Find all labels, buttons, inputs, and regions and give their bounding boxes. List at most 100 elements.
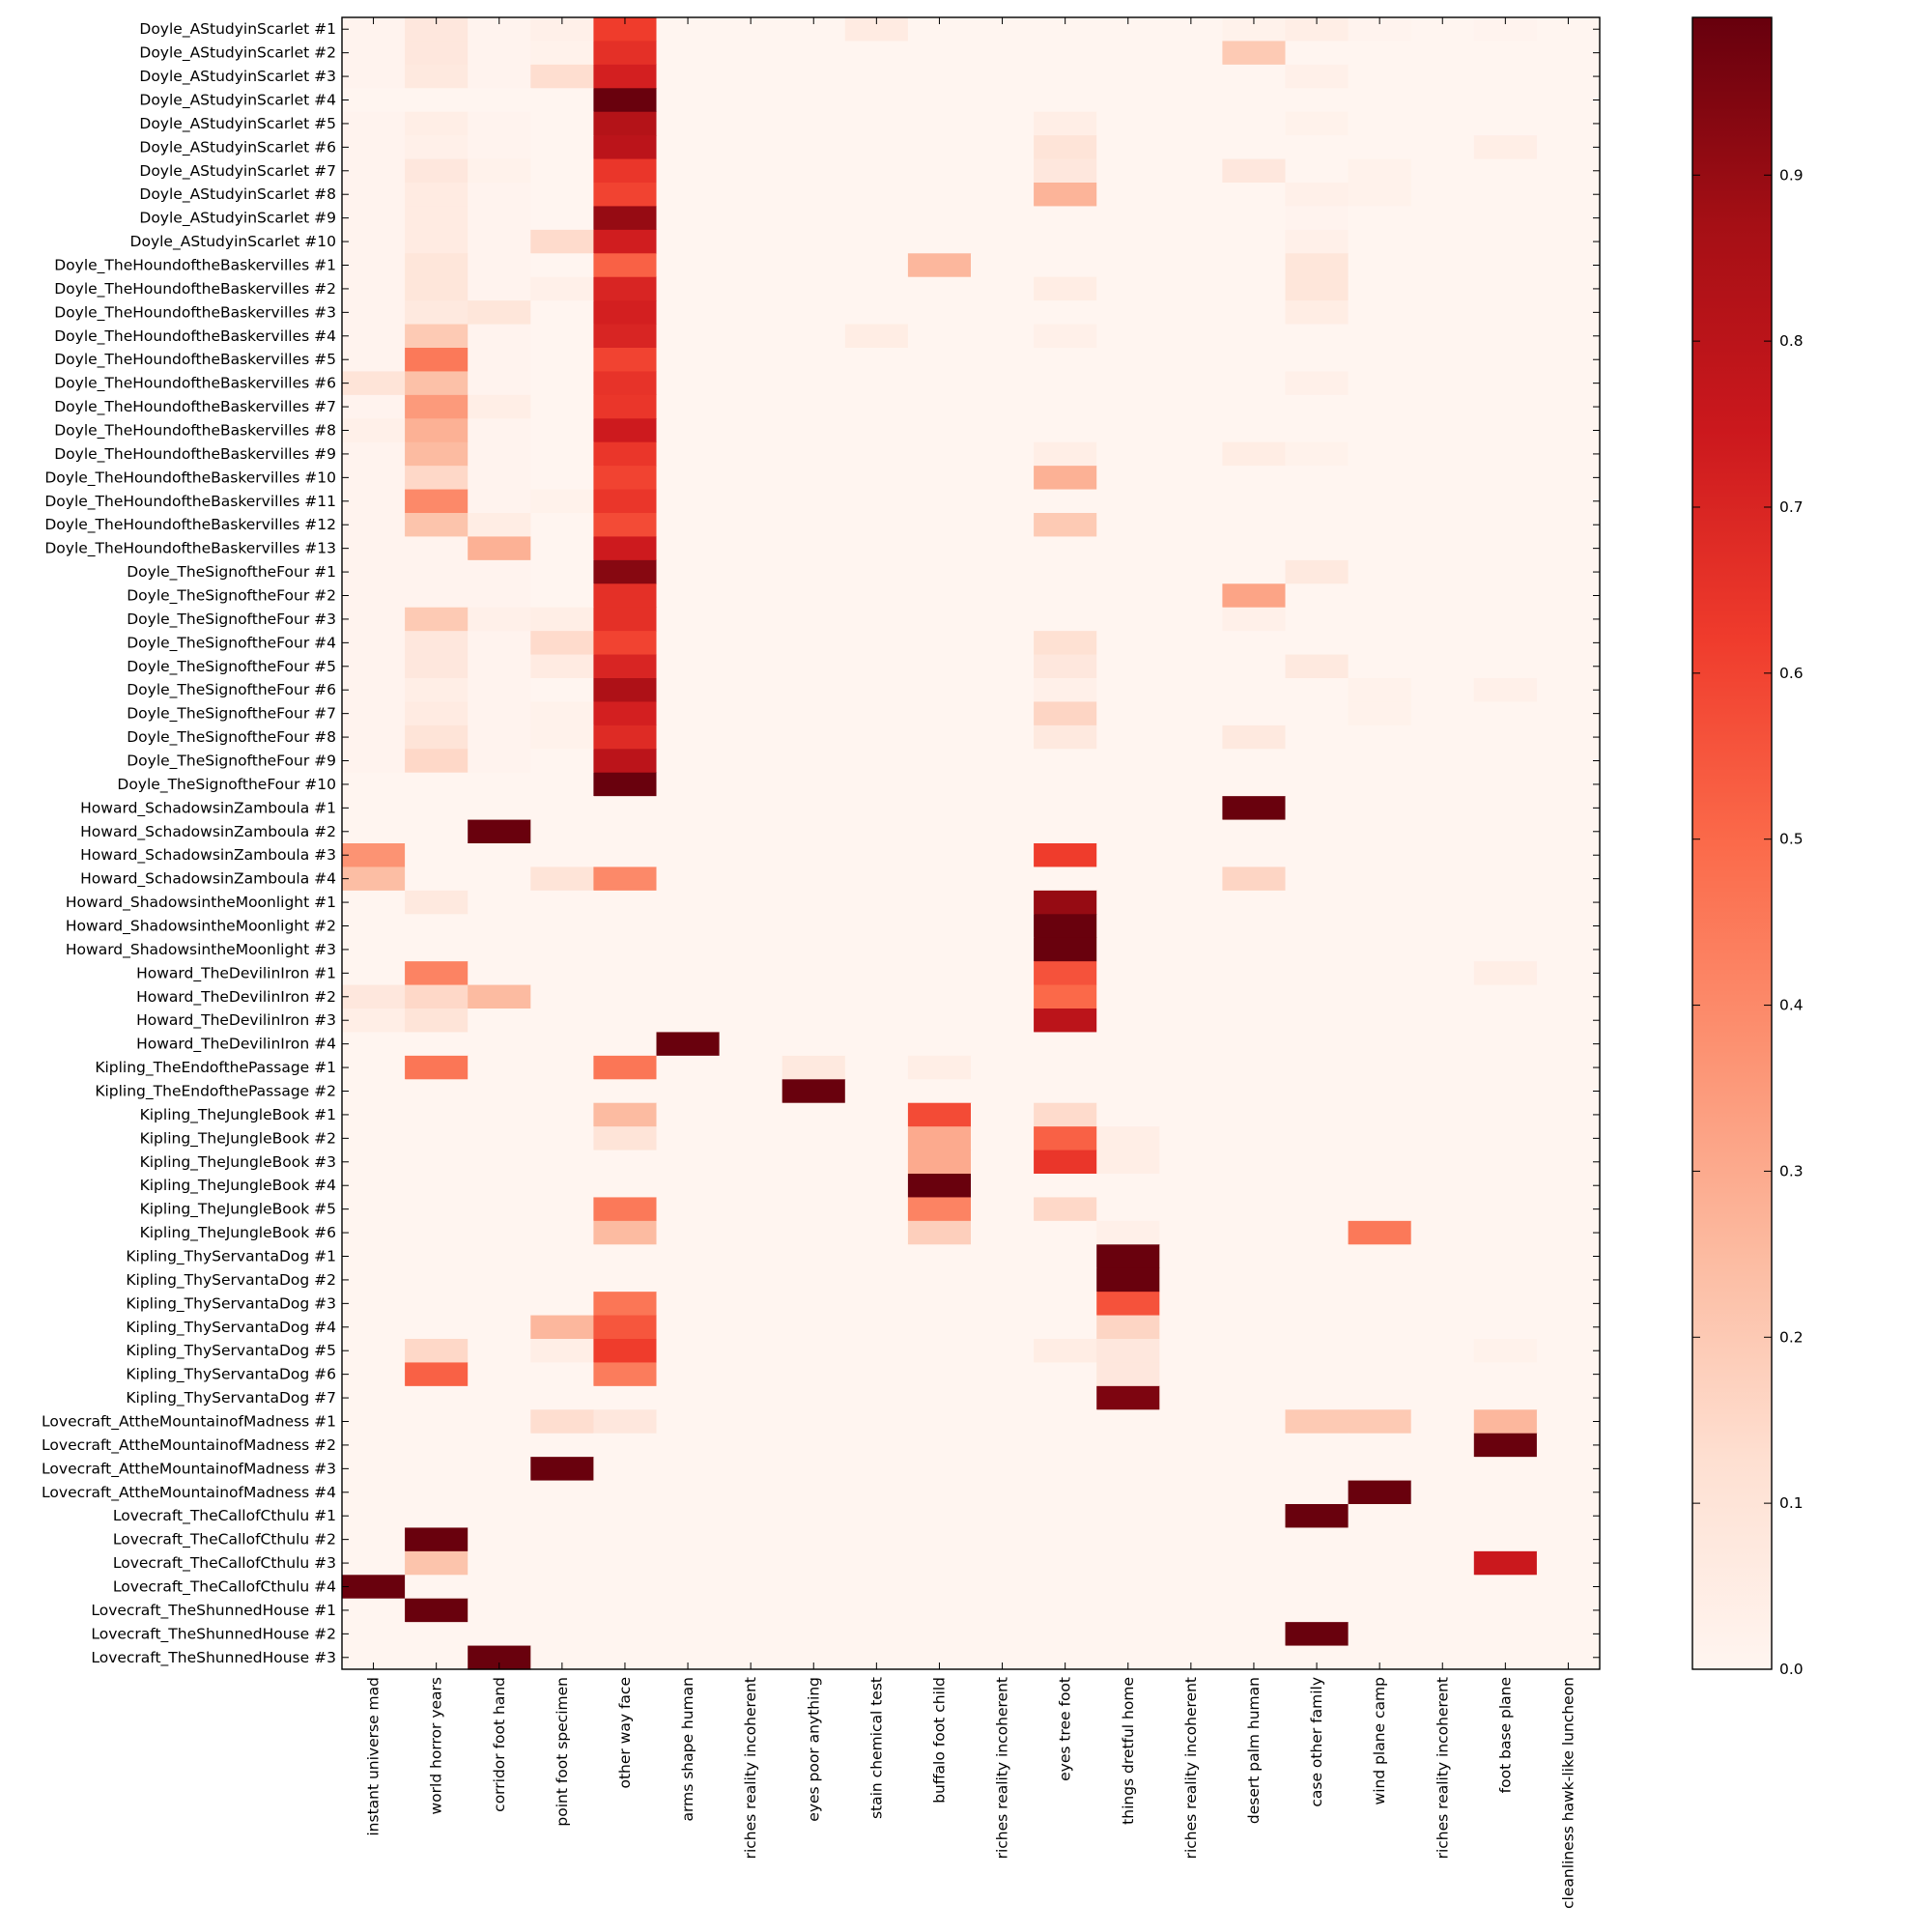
heatmap-cell [971,1244,1035,1269]
heatmap-cell [1034,607,1097,632]
heatmap-cell [1410,324,1475,349]
heatmap-cell [971,1102,1035,1127]
heatmap-cell [1348,772,1412,797]
heatmap-cell [656,749,721,774]
heatmap-cell [719,1433,783,1458]
heatmap-cell [971,1362,1035,1387]
heatmap-cell [844,724,909,750]
heatmap-cell [971,536,1035,561]
heatmap-cell [342,1362,406,1387]
heatmap-cell [1348,1339,1412,1364]
heatmap-cell [468,229,531,254]
heatmap-cell [1410,41,1475,66]
heatmap-cell [1034,300,1097,326]
heatmap-cell [1159,1032,1223,1057]
heatmap-cell [1285,961,1350,986]
heatmap-cell [1473,701,1538,726]
heatmap-cell [1096,536,1160,561]
heatmap-cell [971,1457,1035,1482]
heatmap-cell [593,1244,658,1269]
heatmap-cell [656,1527,721,1552]
heatmap-cell [405,1385,469,1410]
heatmap-cell [971,701,1035,726]
heatmap-cell [1159,276,1223,301]
heatmap-cell [1536,1102,1601,1127]
heatmap-cell [971,1267,1035,1293]
heatmap-cell [907,631,972,656]
heatmap-cell [342,867,406,892]
heatmap-cell [405,1433,469,1458]
heatmap-cell [1410,1433,1475,1458]
heatmap-cell [468,1504,531,1529]
heatmap-cell [593,701,658,726]
heatmap-cell [1473,1622,1538,1647]
heatmap-cell [781,1174,846,1199]
heatmap-cell [1473,88,1538,113]
heatmap-cell [907,1504,972,1529]
heatmap-cell [781,701,846,726]
heatmap-cell [656,1575,721,1600]
heatmap-cell [530,1527,594,1552]
row-label: Kipling_TheJungleBook #2 [140,1129,336,1148]
heatmap-cell [844,796,909,821]
heatmap-cell [1348,1197,1412,1222]
heatmap-cell [844,158,909,184]
heatmap-cell [1096,276,1160,301]
heatmap-cell [656,135,721,160]
heatmap-cell [1222,394,1287,419]
heatmap-cell [1222,1267,1287,1293]
heatmap-cell [530,1315,594,1340]
heatmap-cell [1410,1409,1475,1435]
heatmap-cell [1096,513,1160,538]
heatmap-cell [1410,88,1475,113]
heatmap-cell [1473,937,1538,962]
heatmap-cell [719,1244,783,1269]
heatmap-cell [719,111,783,136]
heatmap-cell [1536,1598,1601,1623]
heatmap-cell [468,1385,531,1410]
heatmap-cell [593,984,658,1009]
heatmap-cell [1536,1292,1601,1317]
heatmap-cell [1159,654,1223,679]
row-label: Kipling_ThyServantaDog #6 [126,1366,336,1384]
heatmap-cell [468,1126,531,1151]
heatmap-cell [844,324,909,349]
heatmap-cell [342,536,406,561]
heatmap-cell [1410,253,1475,278]
heatmap-cell [1285,1362,1350,1387]
heatmap-cell [1473,1339,1538,1364]
heatmap-cell [530,441,594,467]
heatmap-cell [1348,1385,1412,1410]
heatmap-cell [1410,513,1475,538]
heatmap-cell [1096,559,1160,584]
heatmap-cell [1096,111,1160,136]
heatmap-cell [1536,466,1601,491]
heatmap-cell [719,914,783,939]
heatmap-cell [1159,724,1223,750]
heatmap-cell [656,890,721,915]
heatmap-cell [719,749,783,774]
heatmap-cell [844,206,909,231]
heatmap-cell [1410,394,1475,419]
heatmap-cell [1222,1244,1287,1269]
heatmap-cell [1159,253,1223,278]
heatmap-cell [719,678,783,703]
heatmap-cell [1348,1126,1412,1151]
heatmap-cell [1034,1385,1097,1410]
row-label: Kipling_ThyServantaDog #4 [126,1319,336,1337]
heatmap-cell [405,1220,469,1245]
heatmap-cell [593,88,658,113]
heatmap-cell [1034,1150,1097,1175]
heatmap-cell [719,1480,783,1505]
heatmap-cell [530,583,594,609]
heatmap-cell [844,701,909,726]
heatmap-cell [1410,724,1475,750]
heatmap-cell [844,961,909,986]
heatmap-cell [593,1504,658,1529]
heatmap-cell [468,111,531,136]
heatmap-cell [971,371,1035,396]
heatmap-cell [844,583,909,609]
heatmap-cell [530,961,594,986]
heatmap-cell [1096,1197,1160,1222]
heatmap-cell [1473,183,1538,208]
